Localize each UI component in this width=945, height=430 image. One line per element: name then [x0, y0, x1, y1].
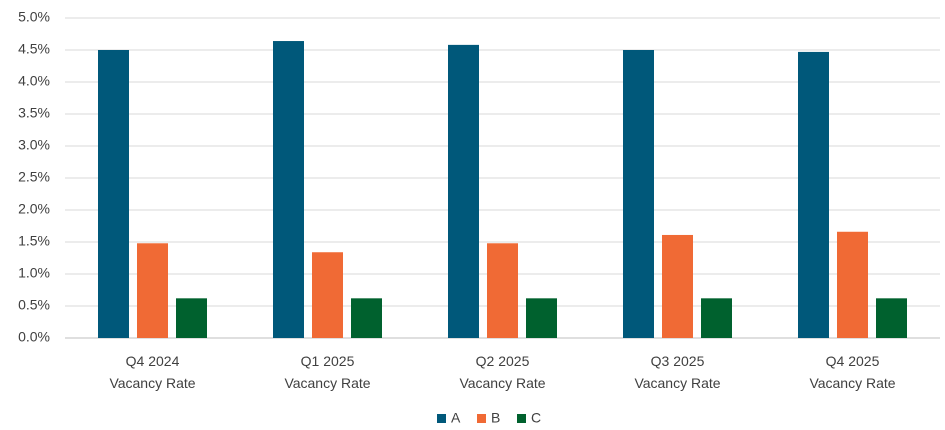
legend-label: A [451, 410, 461, 426]
x-tick-label-line: Q4 2025 [826, 353, 880, 369]
bar [876, 298, 907, 338]
x-tick-label-line: Vacancy Rate [634, 375, 720, 391]
x-tick-label: Q4 2025 Vacancy Rate [809, 353, 895, 391]
y-tick-label: 1.0% [18, 265, 50, 281]
y-tick-label: 3.0% [18, 137, 50, 153]
legend-swatch [477, 414, 486, 423]
legend-label: C [531, 410, 541, 426]
y-tick-label: 1.5% [18, 233, 50, 249]
x-tick-label-line: Q3 2025 [651, 353, 705, 369]
bar [701, 298, 732, 338]
bar [662, 234, 693, 338]
x-tick-label-line: Q1 2025 [301, 353, 355, 369]
x-tick-label-line: Vacancy Rate [459, 375, 545, 391]
x-tick-label-line: Vacancy Rate [284, 375, 370, 391]
bar [176, 298, 207, 338]
y-tick-label: 5.0% [18, 9, 50, 25]
bar [273, 41, 304, 338]
y-tick-label: 2.0% [18, 201, 50, 217]
bar [623, 50, 654, 338]
bar [98, 50, 129, 338]
y-tick-label: 2.5% [18, 169, 50, 185]
legend-label: B [491, 410, 500, 426]
y-tick-label: 0.5% [18, 297, 50, 313]
y-tick-label: 4.5% [18, 41, 50, 57]
x-tick-label: Q4 2024 Vacancy Rate [109, 353, 195, 391]
bar [312, 252, 343, 338]
y-tick-label: 4.0% [18, 73, 50, 89]
bar [526, 298, 557, 338]
x-tick-label-line: Q2 2025 [476, 353, 530, 369]
bar [487, 243, 518, 338]
bar [448, 44, 479, 338]
x-tick-label-line: Q4 2024 [126, 353, 180, 369]
bar [837, 231, 868, 338]
legend-swatch [517, 414, 526, 423]
x-tick-label: Q2 2025 Vacancy Rate [459, 353, 545, 391]
bar [351, 298, 382, 338]
x-tick-label-line: Vacancy Rate [109, 375, 195, 391]
y-tick-label: 0.0% [18, 329, 50, 345]
bar [137, 243, 168, 338]
legend-swatch [437, 414, 446, 423]
x-tick-label: Q3 2025 Vacancy Rate [634, 353, 720, 391]
y-tick-label: 3.5% [18, 105, 50, 121]
x-tick-label-line: Vacancy Rate [809, 375, 895, 391]
bar [798, 51, 829, 339]
x-tick-label: Q1 2025 Vacancy Rate [284, 353, 370, 391]
